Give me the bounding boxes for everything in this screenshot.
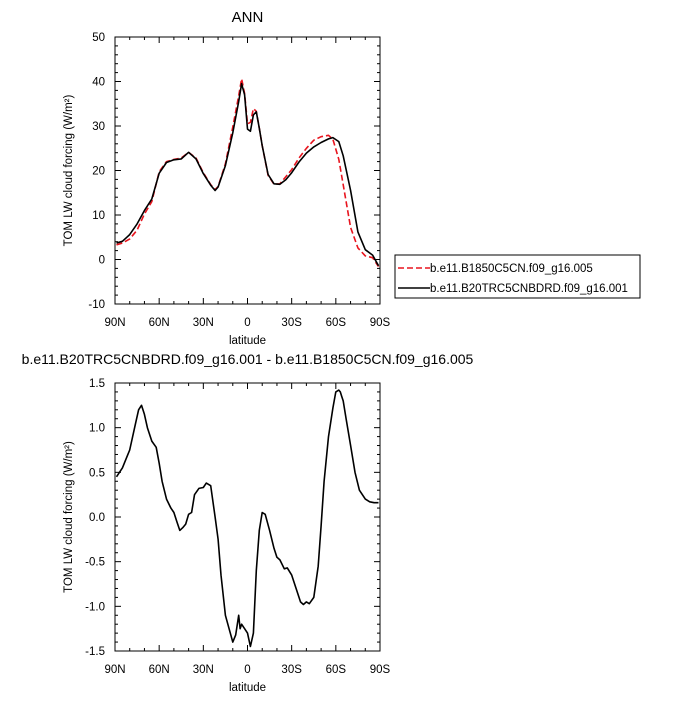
x-tick-label: 60N	[149, 664, 170, 676]
chart-title: ANN	[232, 9, 264, 26]
x-tick-label: 0	[244, 317, 250, 329]
y-tick-label: -0.5	[85, 557, 105, 569]
x-tick-label: 60S	[326, 317, 347, 329]
x-tick-label: 90S	[370, 664, 391, 676]
x-tick-label: 60N	[149, 317, 170, 329]
y-axis-label: TOM LW cloud forcing (W/m²)	[63, 441, 75, 593]
y-axis-label: TOM LW cloud forcing (W/m²)	[63, 95, 75, 247]
x-tick-label: 30N	[193, 317, 214, 329]
chart-panel-2: b.e11.B20TRC5CNBDRD.f09_g16.001 - b.e11.…	[22, 351, 474, 694]
y-tick-label: 0.0	[89, 512, 105, 524]
x-tick-label: 30S	[281, 317, 302, 329]
legend: b.e11.B1850C5CN.f09_g16.005 b.e11.B20TRC5…	[394, 254, 641, 299]
chart-panel-1: ANN -10 0 10 20 30 40 50 90N 60N 30N 0 30S 60S 90S lati…	[63, 9, 391, 347]
x-tick-label: 90N	[104, 317, 125, 329]
chart-title: b.e11.B20TRC5CNBDRD.f09_g16.001 - b.e11.…	[22, 351, 474, 367]
y-tick-label: 30	[92, 121, 105, 133]
x-tick-label: 90S	[370, 317, 391, 329]
x-tick-label: 90N	[104, 664, 125, 676]
x-tick-label: 0	[244, 664, 250, 676]
series-line-1	[116, 78, 380, 268]
y-tick-label: -1.5	[85, 646, 105, 658]
y-tick-label: 50	[92, 32, 105, 44]
plot-frame	[114, 382, 381, 652]
x-tick-label: 60S	[326, 664, 347, 676]
legend-box	[394, 254, 641, 299]
x-axis-label: latitude	[229, 335, 266, 347]
y-tick-label: -1.0	[85, 601, 105, 613]
y-tick-label: 0.5	[89, 467, 105, 479]
x-tick-label: 30S	[281, 664, 302, 676]
x-axis-label: latitude	[229, 682, 266, 694]
y-tick-label: 40	[92, 77, 105, 89]
y-tick-label: 10	[92, 210, 105, 222]
legend-label-2: b.e11.B20TRC5CNBDRD.f09_g16.001	[430, 283, 628, 295]
y-tick-label: -10	[88, 299, 105, 311]
y-tick-label: 1.0	[89, 423, 105, 435]
y-tick-label: 20	[92, 166, 105, 178]
y-tick-label: 0	[99, 255, 105, 267]
x-tick-label: 30N	[193, 664, 214, 676]
series-line-1	[115, 389, 379, 648]
series-line-2	[116, 82, 380, 267]
legend-label-1: b.e11.B1850C5CN.f09_g16.005	[430, 263, 593, 275]
y-tick-label: 1.5	[89, 378, 105, 390]
